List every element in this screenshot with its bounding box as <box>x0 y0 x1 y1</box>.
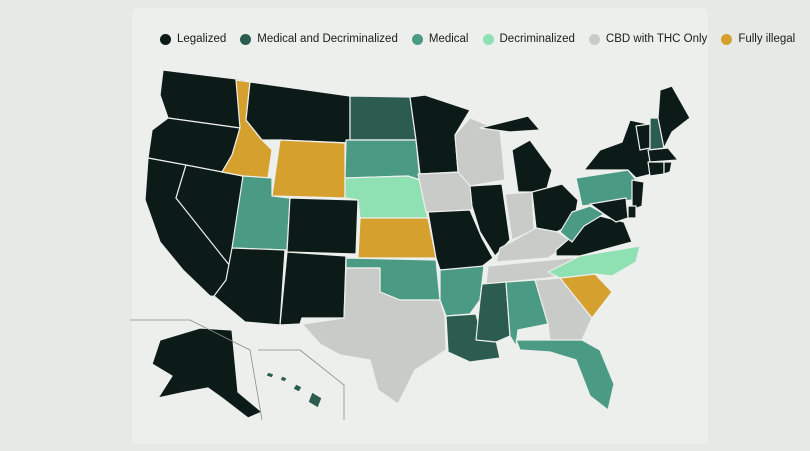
hawaii-inset-frame <box>258 349 345 420</box>
state-ks[interactable] <box>357 217 437 259</box>
state-md[interactable] <box>589 197 629 223</box>
legend-label: Legalized <box>177 33 227 45</box>
legend-label: CBD with THC Only <box>605 33 708 45</box>
state-co[interactable] <box>286 197 359 255</box>
legend-swatch <box>721 33 733 45</box>
state-de[interactable] <box>627 205 637 219</box>
state-wi[interactable] <box>454 117 506 187</box>
legend-item-medical-decriminalized: Medical and Decriminalized <box>240 33 398 45</box>
state-hi[interactable] <box>265 371 323 409</box>
state-nd[interactable] <box>349 95 417 141</box>
state-il[interactable] <box>469 183 511 257</box>
state-nm[interactable] <box>279 251 347 326</box>
state-wy[interactable] <box>271 139 346 199</box>
state-mt[interactable] <box>245 81 351 144</box>
legend-label: Fully illegal <box>738 33 796 45</box>
legend-item-cbd-thc: CBD with THC Only <box>588 33 708 45</box>
state-fl[interactable] <box>515 339 615 411</box>
state-tx[interactable] <box>301 267 447 405</box>
state-mi[interactable] <box>479 115 553 193</box>
state-ak[interactable] <box>151 327 263 419</box>
state-nc[interactable] <box>547 245 641 279</box>
state-ct[interactable] <box>647 161 665 177</box>
legend-item-decriminalized: Decriminalized <box>482 33 575 45</box>
legend: Legalized Medical and Decriminalized Med… <box>160 30 795 48</box>
state-me[interactable] <box>657 85 691 149</box>
legend-item-legalized: Legalized <box>160 33 226 45</box>
legend-swatch <box>240 33 252 45</box>
state-ri[interactable] <box>663 161 673 175</box>
legend-label: Medical and Decriminalized <box>257 33 398 45</box>
state-la[interactable] <box>445 313 501 363</box>
state-ma[interactable] <box>647 147 679 163</box>
state-sd[interactable] <box>344 139 421 181</box>
state-mo[interactable] <box>427 209 494 271</box>
legend-label: Medical <box>428 33 469 45</box>
state-nj[interactable] <box>631 179 645 211</box>
legend-swatch <box>411 33 423 45</box>
alaska-inset-frame <box>130 319 263 421</box>
legend-item-illegal: Fully illegal <box>721 33 795 45</box>
legend-item-medical: Medical <box>411 33 469 45</box>
legend-swatch <box>482 33 494 45</box>
state-pa[interactable] <box>575 169 637 207</box>
legend-swatch <box>588 33 600 45</box>
state-az[interactable] <box>213 247 286 326</box>
state-ar[interactable] <box>439 265 485 317</box>
legend-label: Decriminalized <box>499 33 575 45</box>
legend-swatch <box>160 33 171 45</box>
state-ms[interactable] <box>475 281 511 343</box>
